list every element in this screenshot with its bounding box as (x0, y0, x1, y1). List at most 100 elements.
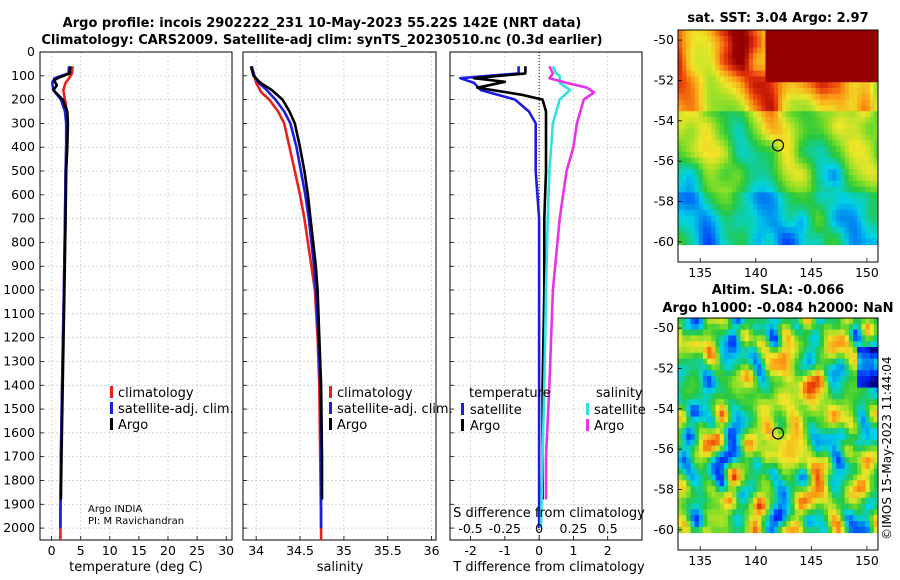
map-cell (698, 352, 704, 360)
map-cell (848, 88, 854, 95)
map-cell (703, 370, 708, 377)
map-cell (740, 381, 746, 389)
map-cell (740, 341, 746, 348)
map-cell (690, 186, 696, 193)
map-tick-label-x: 135 (688, 265, 712, 280)
map-cell (836, 347, 841, 354)
map-cell (686, 169, 691, 176)
map-cell (815, 434, 821, 441)
map-cell (798, 105, 804, 112)
map-cell (857, 393, 862, 400)
map-cell (832, 428, 837, 435)
map-cell (703, 99, 708, 106)
map-cell (857, 509, 862, 516)
map-cell (715, 70, 721, 77)
map-cell (811, 509, 816, 516)
map-cell (711, 105, 716, 112)
map-cell (832, 329, 837, 336)
map-cell (694, 370, 700, 377)
map-cell (786, 169, 791, 176)
map-cell (728, 221, 733, 228)
map-cell (694, 146, 700, 153)
map-cell (861, 492, 866, 499)
map-cell (840, 93, 846, 101)
map-cell (682, 393, 687, 400)
map-cell (711, 428, 716, 435)
map-cell (861, 221, 866, 228)
plot-frame (242, 51, 437, 541)
map-cell (740, 59, 746, 66)
map-cell (761, 381, 766, 389)
map-cell (703, 59, 708, 66)
map-cell (682, 175, 687, 182)
map-cell (732, 35, 737, 43)
map-cell (723, 434, 729, 441)
map-cell (840, 370, 846, 377)
map-cell (782, 509, 787, 516)
map-cell (765, 192, 771, 199)
map-cell (786, 157, 791, 164)
map-cell (736, 526, 741, 534)
salinity-lines (249, 65, 324, 540)
map-cell (744, 99, 750, 106)
map-cell (836, 209, 841, 217)
map-cell (761, 186, 766, 193)
map-cell (819, 157, 825, 164)
map-cell (840, 364, 846, 371)
legend-swatch-climatology (110, 386, 113, 398)
map-cell (844, 347, 850, 354)
map-cell (773, 163, 779, 170)
map-cell (873, 122, 879, 130)
map-cell (761, 134, 766, 141)
map-cell (773, 480, 779, 487)
map-cell (757, 492, 762, 499)
map-cell (807, 70, 812, 77)
map-cell (753, 457, 758, 464)
map-cell (857, 233, 862, 240)
map-cell (861, 192, 866, 199)
map-cell (686, 163, 691, 170)
map-cell (873, 204, 879, 211)
map-cell (694, 204, 700, 211)
map-cell (682, 463, 687, 470)
map-cell (861, 111, 866, 118)
map-cell (753, 157, 758, 164)
map-cell (819, 474, 825, 481)
map-cell (711, 457, 716, 464)
map-cell (698, 492, 704, 499)
map-cell (819, 492, 825, 499)
map-cell (840, 146, 846, 153)
map-cell (815, 88, 821, 95)
map-cell (703, 323, 708, 331)
map-cell (832, 416, 837, 423)
map-cell (794, 215, 800, 222)
map-cell (678, 175, 683, 182)
map-cell (803, 227, 808, 234)
map-cell (698, 238, 704, 246)
map-cell (682, 474, 687, 481)
map-cell (794, 515, 800, 522)
map-cell (794, 526, 800, 534)
map-cell (698, 82, 704, 89)
map-cell (798, 30, 804, 37)
map-cell (736, 387, 741, 394)
map-cell (765, 387, 771, 394)
map-cell (732, 515, 737, 522)
map-cell (828, 451, 833, 458)
map-cell (794, 486, 800, 493)
map-cell (807, 428, 812, 435)
map-cell (715, 198, 721, 205)
map-cell (869, 82, 875, 89)
map-cell (815, 323, 821, 331)
map-cell (732, 180, 737, 188)
map-cell (803, 99, 808, 106)
map-cell (815, 186, 821, 193)
map-cell (836, 451, 841, 458)
map-cell (678, 521, 683, 528)
map-cell (803, 509, 808, 516)
map-cell (698, 233, 704, 240)
map-cell (698, 451, 704, 458)
map-cell (861, 341, 866, 348)
plot-frame (39, 51, 233, 541)
map-cell (857, 463, 862, 470)
